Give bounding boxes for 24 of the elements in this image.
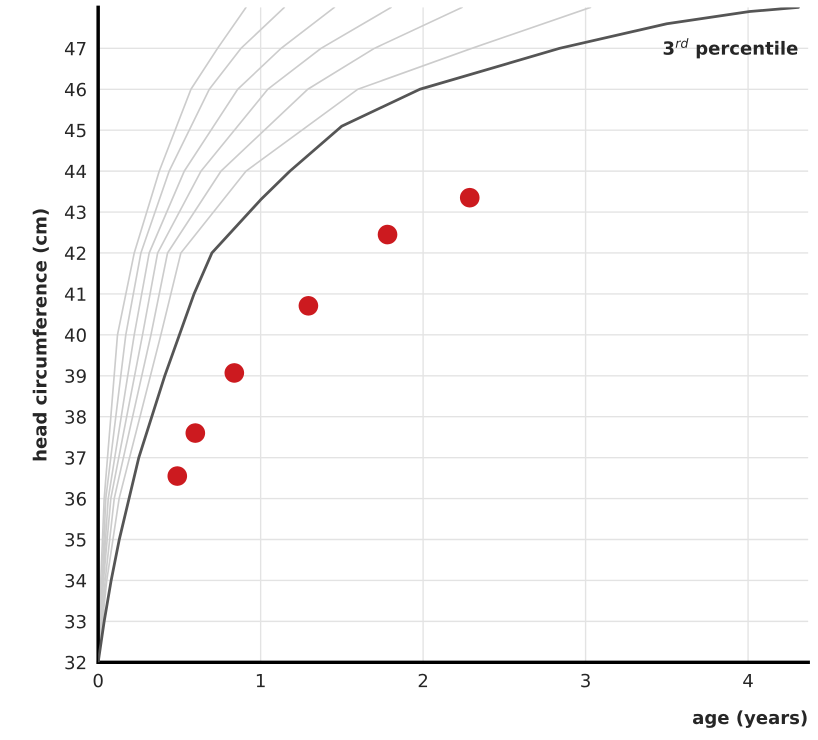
- y-tick-label: 45: [64, 124, 86, 138]
- y-tick-label: 38: [65, 410, 86, 424]
- y-tick-label: 39: [65, 369, 86, 383]
- y-tick-label: 40: [64, 328, 86, 342]
- y-tick-label: 32: [65, 656, 86, 670]
- series-label: 3$^{rd}$ percentile: [664, 38, 798, 58]
- y-tick-label: 34: [65, 574, 86, 588]
- y-tick-label: 47: [64, 42, 86, 56]
- y-tick-label: 43: [64, 206, 86, 220]
- y-tick-label: 41: [64, 288, 86, 301]
- x-tick-label: 0: [94, 674, 103, 688]
- x-axis-title: age (years): [692, 710, 807, 728]
- y-tick-label: 33: [65, 614, 86, 628]
- y-tick-label: 35: [65, 532, 86, 547]
- x-tick-label: 4: [743, 674, 753, 688]
- y-tick-label: 46: [64, 82, 86, 96]
- x-tick-label: 2: [418, 674, 428, 688]
- y-tick-label: 44: [64, 164, 86, 178]
- x-tick-label: 3: [581, 674, 590, 688]
- y-axis-title: head circumference (cm): [32, 209, 49, 460]
- y-tick-label: 36: [65, 492, 86, 506]
- y-tick-label: 37: [65, 451, 86, 465]
- x-tick-label: 1: [256, 674, 265, 688]
- y-tick-label: 42: [64, 246, 86, 260]
